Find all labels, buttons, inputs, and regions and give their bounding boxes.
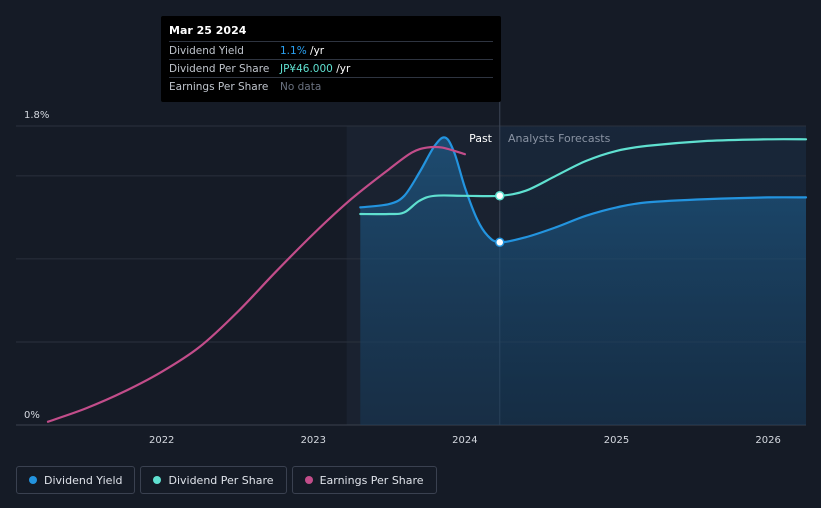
x-tick-label: 2023 (301, 435, 326, 446)
tooltip-row-dividend-yield: Dividend Yield 1.1% /yr (169, 41, 493, 59)
x-tick-label: 2022 (149, 435, 174, 446)
legend-item-earnings-per-share[interactable]: Earnings Per Share (291, 466, 437, 494)
label-layer: 1.8% 0% Past Analysts Forecasts 2022 2023… (24, 110, 781, 446)
tooltip-row-earnings-per-share: Earnings Per Share No data (169, 77, 493, 95)
tooltip-label: Dividend Per Share (169, 63, 270, 75)
tooltip-value: 1.1% /yr (280, 42, 324, 59)
legend-item-dividend-per-share[interactable]: Dividend Per Share (140, 466, 287, 494)
y-tick-top: 1.8% (24, 110, 49, 121)
legend-dot-icon (29, 476, 37, 484)
legend-label: Dividend Yield (44, 473, 123, 487)
y-tick-bottom: 0% (24, 410, 40, 421)
series-layer (46, 136, 808, 425)
forecast-label: Analysts Forecasts (508, 132, 611, 145)
tooltip: Mar 25 2024 Dividend Yield 1.1% /yr Divi… (161, 16, 501, 102)
legend-dot-icon (153, 476, 162, 484)
dividend-yield-marker (495, 237, 505, 248)
tooltip-label: Dividend Yield (169, 45, 244, 57)
dividend-yield-line (359, 136, 808, 244)
x-tick-label: 2025 (604, 435, 629, 446)
dividend-per-share-marker (495, 191, 505, 201)
legend-label: Earnings Per Share (319, 473, 424, 487)
tooltip-row-dividend-per-share: Dividend Per Share JP¥46.000 /yr (169, 59, 493, 77)
x-tick-label: 2024 (452, 435, 477, 446)
past-label: Past (469, 132, 493, 145)
tooltip-number: JP¥46.000 (280, 63, 333, 75)
tooltip-unit: /yr (332, 63, 351, 75)
dividend-per-share-line (359, 138, 808, 216)
legend-item-dividend-yield[interactable]: Dividend Yield (16, 466, 136, 494)
tooltip-value: No data (280, 81, 322, 93)
marker-layer (495, 191, 505, 248)
legend-dot-icon (304, 476, 313, 484)
tooltip-label: Earnings Per Share (169, 81, 269, 93)
tooltip-number: 1.1% (280, 45, 307, 57)
legend-label: Dividend Per Share (168, 473, 274, 487)
tooltip-date: Mar 25 2024 (169, 24, 247, 37)
tooltip-value: JP¥46.000 /yr (280, 60, 350, 77)
tooltip-unit: /yr (306, 45, 325, 57)
x-tick-label: 2026 (755, 435, 780, 446)
earnings-per-share-line (46, 145, 466, 423)
legend: Dividend Yield Dividend Per Share Earnin… (16, 466, 437, 494)
